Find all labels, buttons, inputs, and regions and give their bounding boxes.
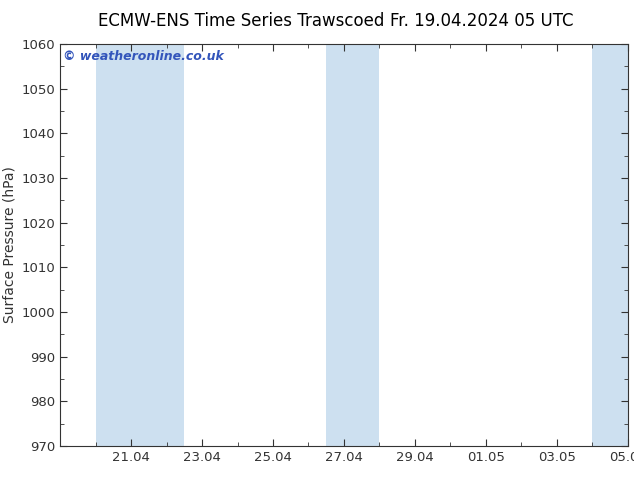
Bar bbox=[96, 44, 149, 446]
Text: Fr. 19.04.2024 05 UTC: Fr. 19.04.2024 05 UTC bbox=[390, 12, 574, 30]
Text: © weatheronline.co.uk: © weatheronline.co.uk bbox=[63, 50, 224, 63]
Y-axis label: Surface Pressure (hPa): Surface Pressure (hPa) bbox=[2, 167, 16, 323]
Bar bbox=[592, 44, 634, 446]
Bar bbox=[149, 44, 184, 446]
Text: ECMW-ENS Time Series Trawscoed: ECMW-ENS Time Series Trawscoed bbox=[98, 12, 384, 30]
Bar bbox=[327, 44, 379, 446]
